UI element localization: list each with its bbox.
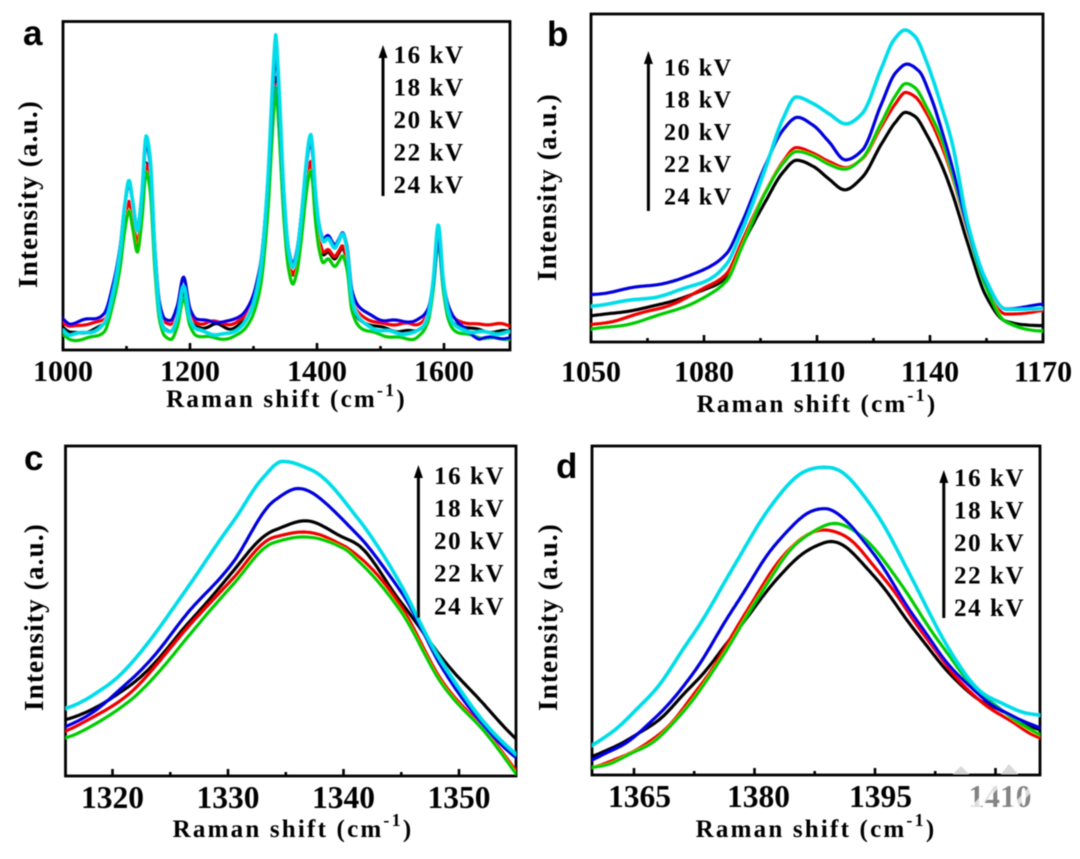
svg-text:1350: 1350 <box>428 780 491 815</box>
svg-text:1320: 1320 <box>81 780 144 815</box>
svg-text:a: a <box>23 14 43 53</box>
svg-text:b: b <box>547 15 568 54</box>
svg-text:1380: 1380 <box>727 779 790 814</box>
svg-text:22 kV: 22 kV <box>664 152 733 178</box>
svg-text:c: c <box>24 439 43 478</box>
svg-text:Raman shift (cm-1): Raman shift (cm-1) <box>697 385 938 418</box>
svg-text:24 kV: 24 kV <box>954 595 1025 622</box>
svg-text:20 kV: 20 kV <box>434 528 505 555</box>
svg-text:22 kV: 22 kV <box>434 561 505 588</box>
svg-text:1395: 1395 <box>849 779 912 814</box>
svg-text:22 kV: 22 kV <box>954 563 1025 590</box>
svg-text:Raman shift (cm-1): Raman shift (cm-1) <box>696 810 937 843</box>
svg-text:d: d <box>556 447 577 486</box>
svg-text:1000: 1000 <box>33 355 93 388</box>
svg-text:18 kV: 18 kV <box>394 75 465 102</box>
svg-text:1140: 1140 <box>901 356 959 389</box>
svg-text:24 kV: 24 kV <box>664 185 733 211</box>
svg-text:20 kV: 20 kV <box>664 120 733 146</box>
svg-text:1080: 1080 <box>674 356 734 389</box>
svg-text:1340: 1340 <box>312 780 375 815</box>
svg-text:Intensity (a.u.): Intensity (a.u.) <box>19 523 49 711</box>
svg-text:1110: 1110 <box>789 356 846 389</box>
svg-text:1200: 1200 <box>160 355 220 388</box>
svg-text:20 kV: 20 kV <box>954 530 1025 557</box>
svg-text:16 kV: 16 kV <box>954 465 1025 492</box>
svg-text:1170: 1170 <box>1014 356 1072 389</box>
svg-text:18 kV: 18 kV <box>434 495 505 522</box>
svg-text:Intensity (a.u.): Intensity (a.u.) <box>533 523 563 711</box>
svg-text:Intensity (a.u.): Intensity (a.u.) <box>13 100 43 288</box>
svg-text:20 kV: 20 kV <box>394 107 465 134</box>
svg-text:1330: 1330 <box>197 780 260 815</box>
svg-text:1600: 1600 <box>414 355 474 388</box>
svg-text:Raman shift (cm-1): Raman shift (cm-1) <box>166 380 407 413</box>
svg-text:16 kV: 16 kV <box>664 55 733 81</box>
svg-text:24 kV: 24 kV <box>394 172 465 199</box>
svg-text:Raman shift (cm-1): Raman shift (cm-1) <box>173 810 414 843</box>
svg-text:16 kV: 16 kV <box>434 463 505 490</box>
svg-text:16 kV: 16 kV <box>394 42 465 69</box>
svg-text:1400: 1400 <box>287 355 347 388</box>
svg-text:1050: 1050 <box>561 356 621 389</box>
svg-text:18 kV: 18 kV <box>664 88 733 114</box>
svg-text:1365: 1365 <box>608 779 671 814</box>
svg-text:22 kV: 22 kV <box>394 140 465 167</box>
svg-text:18 kV: 18 kV <box>954 498 1025 525</box>
svg-text:24 kV: 24 kV <box>434 593 505 620</box>
svg-text:Intensity (a.u.): Intensity (a.u.) <box>532 93 562 281</box>
